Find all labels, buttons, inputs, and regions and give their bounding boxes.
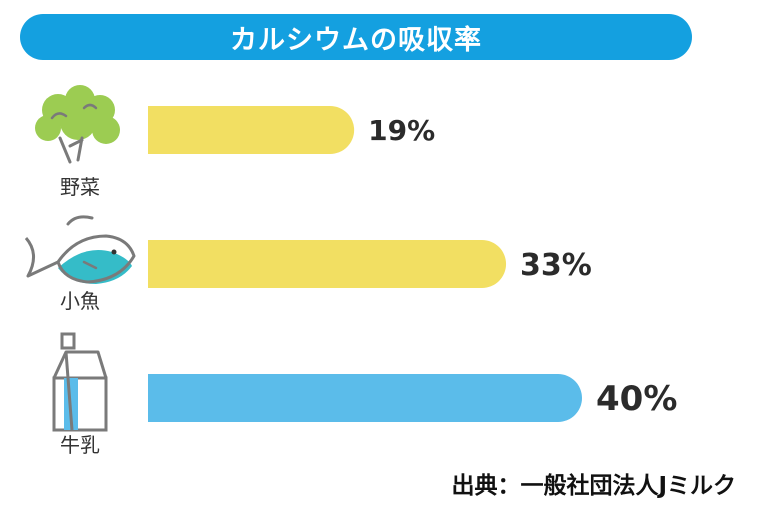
source-note: 出典：一般社団法人Jミルク xyxy=(451,473,736,499)
milk-carton-icon xyxy=(52,332,108,432)
bar-2 xyxy=(148,240,507,288)
category-label: 野菜 xyxy=(60,175,100,199)
value-label: 19% xyxy=(368,114,435,147)
category-label: 牛乳 xyxy=(60,433,100,457)
chart-title: カルシウムの吸収率 xyxy=(20,14,692,60)
fish-icon xyxy=(24,215,136,284)
vegetable-icon xyxy=(35,85,120,164)
value-label: 33% xyxy=(520,248,592,283)
value-label: 40% xyxy=(596,379,677,419)
category-label: 小魚 xyxy=(60,289,100,313)
bar-1 xyxy=(148,106,355,154)
bar-3 xyxy=(148,374,582,422)
